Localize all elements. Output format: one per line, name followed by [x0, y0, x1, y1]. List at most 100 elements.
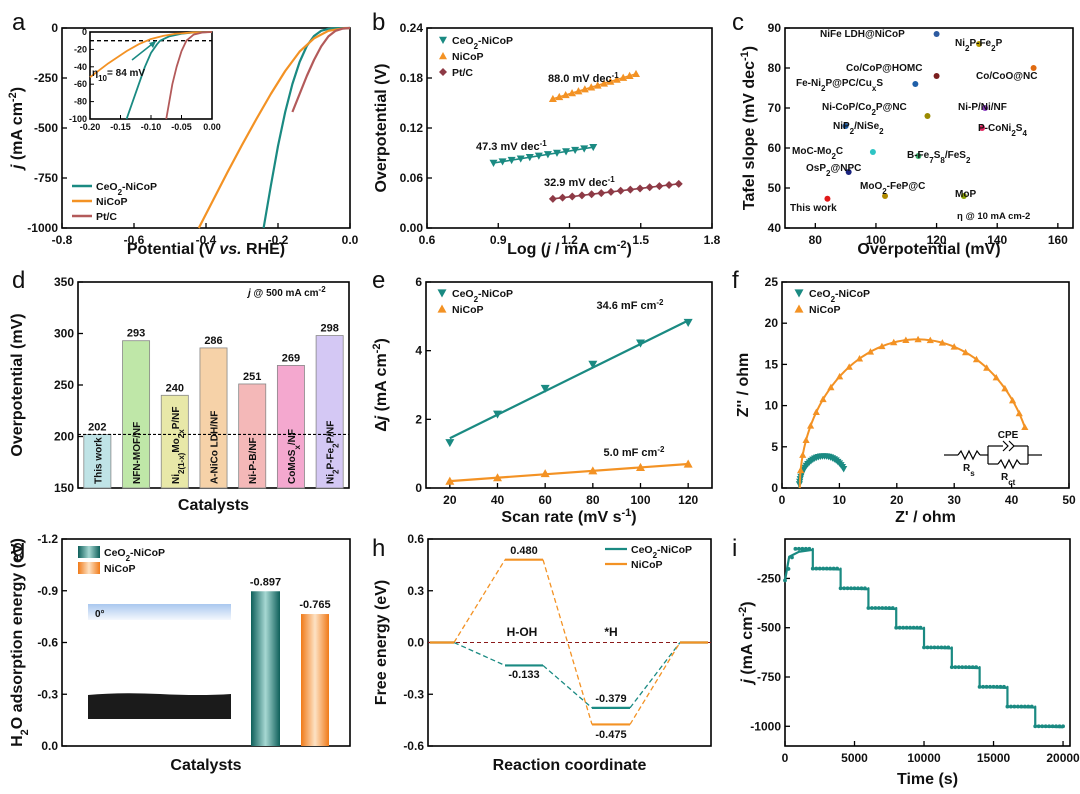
- y-axis-label: Tafel slope (mV dec-1): [739, 46, 758, 210]
- label-part: Co/CoO@NC: [976, 71, 1037, 82]
- data-point: [932, 645, 937, 650]
- label-part: 2: [850, 127, 855, 136]
- y-tick-label: -1000: [750, 719, 781, 733]
- data-point: [960, 193, 967, 199]
- legend-label: CeO2-NiCoP: [809, 288, 870, 304]
- label-part: NiFe LDH@NiCoP: [820, 29, 905, 40]
- bar-value-label: 293: [127, 328, 145, 340]
- data-point: [577, 191, 586, 200]
- data-point: [783, 578, 787, 583]
- y-tick-label: -0.3: [403, 687, 424, 701]
- cpe-symbol: [1002, 440, 1009, 452]
- data-point: [866, 606, 871, 610]
- capacitance-label: 5.0 mF cm-2: [604, 445, 665, 460]
- bar: [301, 614, 329, 746]
- data-point: [925, 645, 930, 650]
- data-point: [562, 148, 571, 156]
- category-label: CoMoSx/NF: [287, 429, 302, 484]
- data-point: [665, 180, 674, 189]
- data-point: [1015, 704, 1020, 709]
- x-axis-label: Z' / ohm: [895, 509, 956, 526]
- data-point: [439, 52, 447, 60]
- legend-swatch: [78, 562, 100, 574]
- data-point: [552, 149, 561, 157]
- label-part: -1: [612, 71, 620, 80]
- data-point: [995, 684, 999, 689]
- point-label: NiP2/NiSe2: [833, 121, 884, 136]
- category-label: A-NiCo LDH/NF: [210, 411, 221, 484]
- y-axis-label: j (mA cm-2): [737, 601, 756, 685]
- point-label: Ni2P-Fe2P: [955, 38, 1003, 53]
- y-tick-label: 0.18: [400, 71, 424, 85]
- data-point: [1012, 704, 1017, 709]
- legend-label: CeO2-NiCoP: [104, 547, 165, 563]
- label-part: P: [996, 38, 1003, 49]
- legend-label: Pt/C: [452, 67, 473, 79]
- label-part: R: [963, 463, 971, 474]
- x-tick-label: -0.8: [52, 233, 73, 247]
- x-tick-label: 50: [1062, 493, 1076, 507]
- data-point: [534, 152, 543, 160]
- data-point: [1043, 724, 1048, 729]
- label-part: S: [934, 150, 941, 161]
- label-part: (mA cm: [373, 353, 390, 416]
- cpe-label: CPE: [998, 430, 1019, 441]
- data-point: [852, 586, 857, 591]
- label-part: S: [876, 78, 883, 89]
- y-tick-label: 90: [768, 21, 782, 35]
- label-part: Pt/C: [452, 67, 473, 79]
- data-point: [926, 336, 934, 344]
- data-point: [835, 566, 840, 571]
- data-point: [616, 186, 625, 195]
- label-part: Potential (V: [127, 241, 219, 258]
- data-point: [655, 182, 664, 191]
- label-part: 2: [965, 44, 970, 53]
- legend-label: CeO2-NiCoP: [96, 181, 157, 197]
- inset-plot: -0.20 -0.15 -0.10 -0.05 0.00 -100 -80 -60 -40 -20…: [69, 27, 221, 132]
- x-tick-label: -0.10: [141, 122, 162, 132]
- label-part: ): [631, 509, 636, 526]
- label-part: 8: [940, 156, 945, 165]
- data-point: [974, 665, 979, 670]
- x-tick-label: 0: [779, 493, 786, 507]
- label-part: -NiCoP: [657, 544, 692, 556]
- bar-value-label: 240: [166, 382, 184, 394]
- condition-note: j @ 500 mA cm-2: [246, 285, 326, 300]
- label-part: -2: [657, 445, 665, 454]
- x-axis-label: Overpotential (mV): [857, 241, 1000, 258]
- data-point: [1030, 65, 1037, 71]
- label-part: ): [627, 241, 632, 258]
- panel-f: 0 10 20 30 40 50 0 5 10 15 20 25 Z' / ohm Z'' / ohm Ce…: [735, 275, 1076, 526]
- label-part: P-CoNi: [978, 123, 1012, 134]
- label-part: @NPC: [830, 163, 861, 174]
- data-point: [548, 94, 557, 103]
- x-tick-label: 40: [1005, 493, 1019, 507]
- legend-label: CeO2-NiCoP: [631, 544, 692, 560]
- slope-label: 32.9 mV dec-1: [544, 175, 615, 190]
- data-point: [855, 355, 864, 362]
- fit-line: [449, 319, 689, 440]
- panel-i: 0 5000 10000 15000 20000 -1000 -750 -500 -250 Tim…: [737, 538, 1080, 788]
- label-part: 2: [653, 551, 658, 560]
- data-point: [437, 304, 447, 313]
- label-part: RHE): [242, 241, 286, 258]
- legend-label: NiCoP: [104, 563, 136, 575]
- label-part: j: [739, 679, 756, 686]
- data-point: [890, 606, 895, 610]
- data-point: [911, 625, 916, 630]
- inset-curve: [165, 31, 213, 120]
- label-part: /NiSe: [854, 121, 879, 132]
- data-point: [580, 85, 589, 93]
- data-point: [929, 645, 933, 650]
- data-point: [982, 105, 989, 111]
- x-tick-label: 20000: [1046, 751, 1080, 765]
- point-label: MoC-Mo2C: [792, 146, 843, 161]
- y-tick-label: -1000: [27, 221, 58, 235]
- label-part: P-Fe: [326, 447, 337, 469]
- data-point: [540, 384, 550, 393]
- data-point: [960, 665, 965, 670]
- data-point: [979, 125, 986, 131]
- eta-annotation: η10= 84 mV: [92, 68, 145, 83]
- label-part: NFN-MOF/NF: [132, 422, 143, 484]
